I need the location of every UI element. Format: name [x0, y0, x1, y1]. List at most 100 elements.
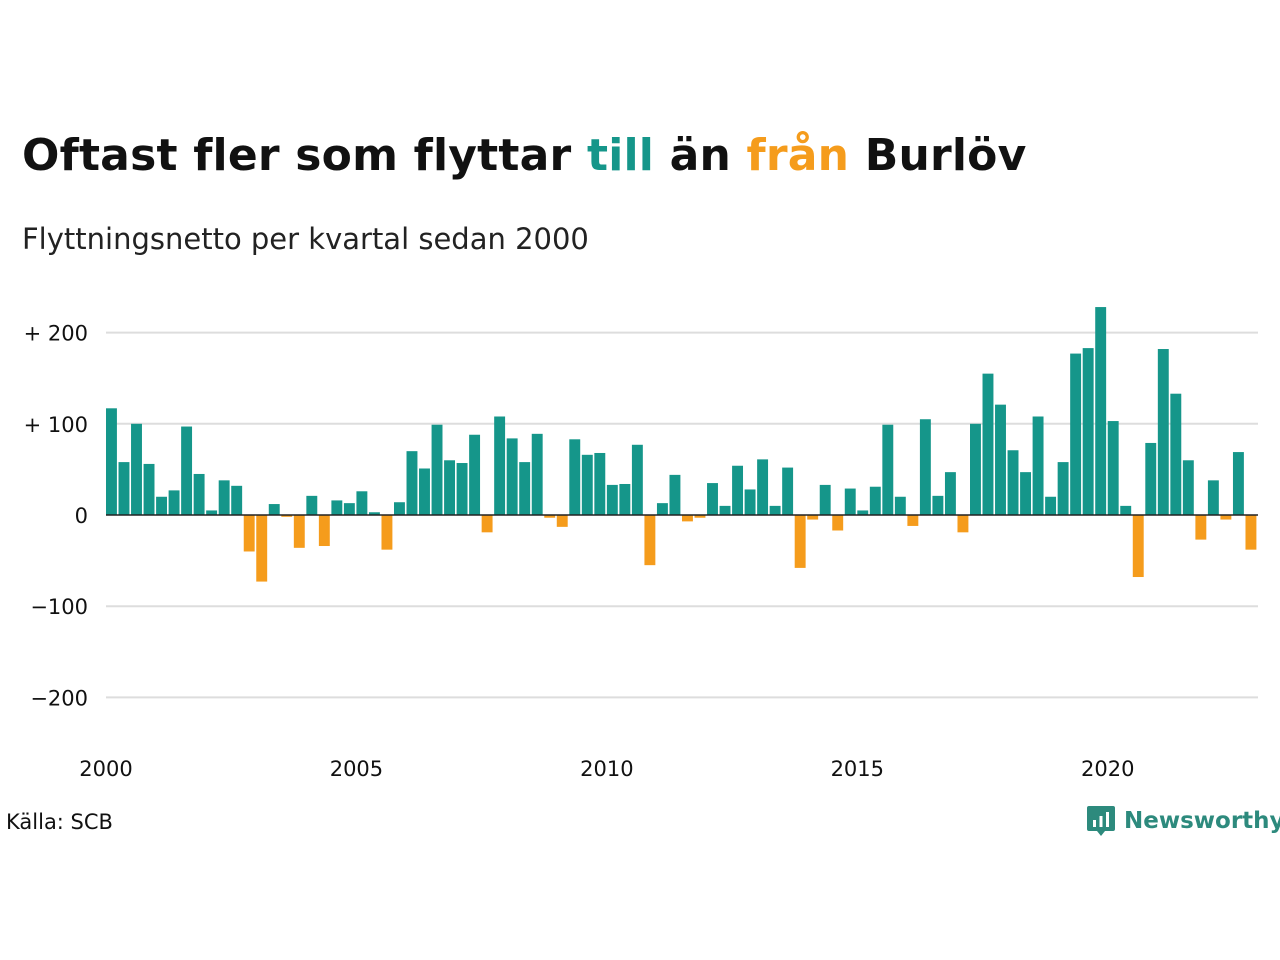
bar	[757, 459, 769, 515]
bar	[907, 515, 919, 526]
title-part-3: Burlöv	[849, 130, 1027, 181]
bar	[306, 495, 318, 515]
bar	[268, 504, 280, 515]
bar	[556, 515, 568, 527]
bar	[644, 515, 656, 566]
x-tick-label: 2005	[330, 757, 383, 781]
newsworthy-logo: Newsworthy	[1086, 804, 1280, 838]
bar	[832, 515, 844, 531]
bar	[1195, 515, 1207, 540]
bar	[318, 515, 330, 547]
bar	[406, 451, 418, 515]
bar	[181, 426, 193, 515]
x-tick-label: 2000	[79, 757, 132, 781]
bar	[957, 515, 969, 533]
bar	[456, 463, 468, 515]
bar	[381, 515, 393, 550]
bar	[519, 462, 531, 515]
bar	[419, 468, 430, 515]
bar	[694, 515, 706, 518]
bar	[619, 483, 631, 515]
bar-chart: + 200 + 100 0 −100 −200 2000 2005 2010 2015 2020	[24, 307, 1258, 781]
y-tick-label: −100	[30, 595, 88, 619]
x-tick-label: 2010	[580, 757, 633, 781]
bar	[168, 490, 180, 515]
bar	[143, 463, 155, 515]
x-tick-label: 2020	[1081, 757, 1134, 781]
y-tick-label: + 200	[24, 322, 88, 346]
bar	[1145, 442, 1157, 515]
bar	[131, 423, 142, 515]
bar	[1082, 348, 1094, 515]
bar	[656, 503, 668, 515]
bar	[844, 488, 856, 515]
bar	[1032, 416, 1044, 515]
bar	[719, 505, 731, 515]
bar	[343, 503, 355, 515]
y-tick-label: + 100	[24, 413, 88, 437]
bar	[106, 408, 117, 515]
source-label: Källa: SCB	[6, 810, 113, 834]
bar	[368, 512, 380, 515]
bar	[469, 434, 481, 515]
bar	[293, 515, 305, 548]
bar	[1220, 515, 1232, 520]
bar	[256, 515, 268, 582]
title-highlight-out: från	[746, 130, 850, 181]
bar	[606, 484, 618, 515]
title-highlight-in: till	[586, 130, 655, 181]
bar	[1245, 515, 1257, 550]
bar	[206, 510, 218, 515]
bar	[794, 515, 806, 568]
y-axis-labels: + 200 + 100 0 −100 −200	[24, 322, 88, 711]
grid-lines	[106, 331, 1258, 699]
bar	[919, 419, 931, 515]
bar	[218, 480, 230, 515]
bar	[331, 500, 343, 515]
bar	[1120, 505, 1132, 515]
bar	[932, 495, 944, 515]
bar	[1107, 421, 1119, 515]
bar	[769, 505, 781, 515]
bar	[243, 515, 255, 552]
title-part-2: än	[654, 130, 747, 181]
bar	[1045, 496, 1057, 515]
bar	[506, 438, 518, 515]
bar	[894, 496, 906, 515]
bar	[231, 485, 243, 515]
bar	[995, 404, 1006, 515]
x-axis-labels: 2000 2005 2010 2015 2020	[79, 757, 1134, 781]
bar	[1182, 460, 1194, 515]
bar	[594, 452, 606, 515]
bar	[1170, 393, 1182, 515]
bar	[481, 515, 493, 533]
bar	[1132, 515, 1144, 578]
bar	[982, 373, 994, 515]
bar	[1232, 452, 1244, 515]
bar	[1070, 353, 1082, 515]
bar	[970, 423, 981, 515]
bar	[707, 483, 718, 515]
bar	[494, 416, 506, 515]
bar	[281, 515, 293, 517]
y-tick-label: −200	[30, 686, 88, 710]
chart-subtitle: Flyttningsnetto per kvartal sedan 2000	[22, 222, 589, 256]
bar	[1057, 462, 1069, 515]
bar	[581, 454, 593, 515]
newsworthy-icon	[1087, 806, 1115, 836]
bar	[444, 460, 456, 515]
bar	[1157, 349, 1169, 515]
bar	[193, 473, 205, 515]
bar	[1020, 472, 1032, 515]
bar	[807, 515, 819, 520]
bar	[669, 474, 681, 515]
y-tick-label: 0	[75, 504, 88, 528]
title-part-1: Oftast fler som flyttar	[22, 130, 587, 181]
bar	[857, 510, 869, 515]
bar	[682, 515, 693, 522]
bar	[1007, 450, 1019, 515]
bar	[819, 484, 831, 515]
bar	[882, 424, 894, 515]
brand-name: Newsworthy	[1124, 808, 1280, 834]
bar	[869, 486, 881, 515]
